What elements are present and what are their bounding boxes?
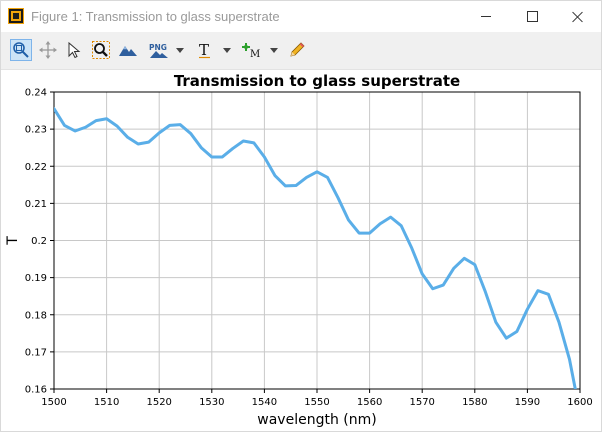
y-axis-title: T xyxy=(5,236,21,246)
zoom-fit-icon xyxy=(13,42,29,58)
chart[interactable]: 1500 1510 1520 1530 1540 1550 1560 1570 1580 1590… xyxy=(1,70,601,431)
png-icon: PNG xyxy=(149,43,168,58)
axis-ticks: 1500 1510 1520 1530 1540 1550 1560 1570 1580 1590… xyxy=(25,88,593,409)
svg-text:T: T xyxy=(199,41,209,59)
draw-button[interactable] xyxy=(286,39,308,61)
y-tick-label: 0.18 xyxy=(25,310,47,321)
close-button[interactable] xyxy=(555,1,601,32)
x-tick-label: 1580 xyxy=(462,397,487,408)
svg-text:M: M xyxy=(250,49,260,59)
pan-button[interactable] xyxy=(37,39,59,61)
zoom-button[interactable] xyxy=(90,39,112,61)
marker-dropdown[interactable] xyxy=(270,48,278,53)
x-tick-label: 1530 xyxy=(199,397,224,408)
y-tick-label: 0.23 xyxy=(25,125,47,136)
view-3d-button[interactable] xyxy=(117,39,139,61)
x-axis-title: wavelength (nm) xyxy=(257,412,376,428)
text-icon: T xyxy=(199,41,210,59)
minimize-icon xyxy=(481,16,491,17)
pointer-icon xyxy=(68,41,81,59)
x-tick-label: 1550 xyxy=(304,397,329,408)
magnifier-icon xyxy=(92,41,110,59)
marker-button[interactable]: M xyxy=(239,39,265,61)
window-title: Figure 1: Transmission to glass superstr… xyxy=(31,9,280,24)
x-tick-label: 1600 xyxy=(567,397,592,408)
zoom-fit-button[interactable] xyxy=(10,39,32,61)
maximize-icon xyxy=(526,11,538,22)
y-tick-label: 0.24 xyxy=(25,88,47,99)
export-png-dropdown[interactable] xyxy=(176,48,184,53)
transmission-series-line[interactable] xyxy=(54,107,580,413)
y-tick-label: 0.22 xyxy=(25,162,47,173)
svg-text:PNG: PNG xyxy=(149,43,167,52)
y-tick-label: 0.21 xyxy=(25,199,47,210)
pencil-icon xyxy=(290,42,305,57)
app-icon xyxy=(8,8,24,24)
y-tick-label: 0.19 xyxy=(25,273,47,284)
x-tick-label: 1520 xyxy=(146,397,171,408)
chart-title: Transmission to glass superstrate xyxy=(174,72,460,90)
close-icon xyxy=(572,11,584,23)
x-tick-label: 1570 xyxy=(409,397,434,408)
minimize-button[interactable] xyxy=(463,1,509,32)
text-tool-dropdown[interactable] xyxy=(223,48,231,53)
title-bar[interactable]: Figure 1: Transmission to glass superstr… xyxy=(1,1,601,32)
x-tick-label: 1560 xyxy=(357,397,382,408)
x-tick-label: 1540 xyxy=(252,397,277,408)
y-tick-label: 0.2 xyxy=(31,236,47,247)
text-tool-button[interactable]: T xyxy=(194,39,216,61)
y-tick-label: 0.17 xyxy=(25,347,47,358)
x-tick-label: 1590 xyxy=(515,397,540,408)
move-icon xyxy=(39,41,57,59)
toolbar: PNG T M xyxy=(1,32,601,70)
y-tick-label: 0.16 xyxy=(25,385,47,396)
plot-area[interactable]: 1500 1510 1520 1530 1540 1550 1560 1570 1580 1590… xyxy=(1,70,601,431)
mountain-icon xyxy=(119,46,137,56)
export-png-button[interactable]: PNG xyxy=(146,39,172,61)
maximize-button[interactable] xyxy=(509,1,555,32)
x-tick-label: 1500 xyxy=(41,397,66,408)
marker-icon: M xyxy=(242,43,260,59)
grid-lines xyxy=(54,92,580,389)
select-button[interactable] xyxy=(63,39,85,61)
x-tick-label: 1510 xyxy=(94,397,119,408)
